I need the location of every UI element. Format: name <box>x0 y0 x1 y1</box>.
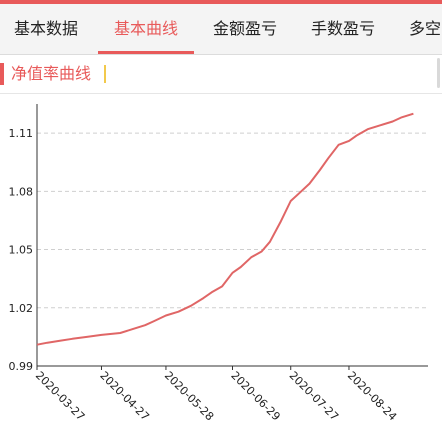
tab-basic-data[interactable]: 基本数据 <box>14 19 79 38</box>
y-tick-label: 1.11 <box>9 127 34 140</box>
section-header: 净值率曲线 <box>0 55 442 94</box>
tab-lots-pnl[interactable]: 手数盈亏 <box>311 19 376 38</box>
x-tick-label: 2020-08-24 <box>345 369 399 423</box>
nav-rate-chart: 0.99 1.02 1.05 1.08 1.11 2020-03-27 2020-04-2… <box>9 104 428 423</box>
y-tick-label: 1.08 <box>9 185 34 198</box>
y-tick-label: 1.02 <box>9 302 34 315</box>
x-tick-label: 2020-03-27 <box>33 369 87 423</box>
tab-long-short[interactable]: 多空 <box>409 19 442 38</box>
tab-amount-pnl[interactable]: 金额盈亏 <box>213 19 278 38</box>
nav-rate-line <box>36 112 414 346</box>
section-title-cursor <box>104 65 106 83</box>
y-tick-label: 0.99 <box>9 360 34 373</box>
x-tick-label: 2020-04-27 <box>97 369 151 423</box>
x-tick-label: 2020-07-27 <box>287 369 341 423</box>
active-tab-indicator <box>98 51 194 54</box>
y-tick-label: 1.05 <box>9 244 34 257</box>
tab-basic-curve[interactable]: 基本曲线 <box>114 19 179 38</box>
scrollbar[interactable] <box>437 58 440 88</box>
section-title: 净值率曲线 <box>11 64 92 83</box>
x-tick-label: 2020-05-28 <box>162 369 216 423</box>
top-accent-bar <box>0 0 442 4</box>
x-tick-label: 2020-06-29 <box>228 369 282 423</box>
section-accent-bar <box>0 63 4 85</box>
tab-bar: 基本数据 基本曲线 金额盈亏 手数盈亏 多空 <box>0 4 442 55</box>
